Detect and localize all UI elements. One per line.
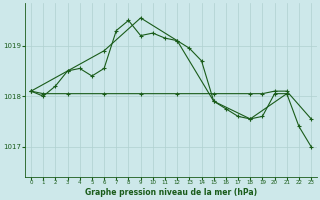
X-axis label: Graphe pression niveau de la mer (hPa): Graphe pression niveau de la mer (hPa) [85,188,257,197]
